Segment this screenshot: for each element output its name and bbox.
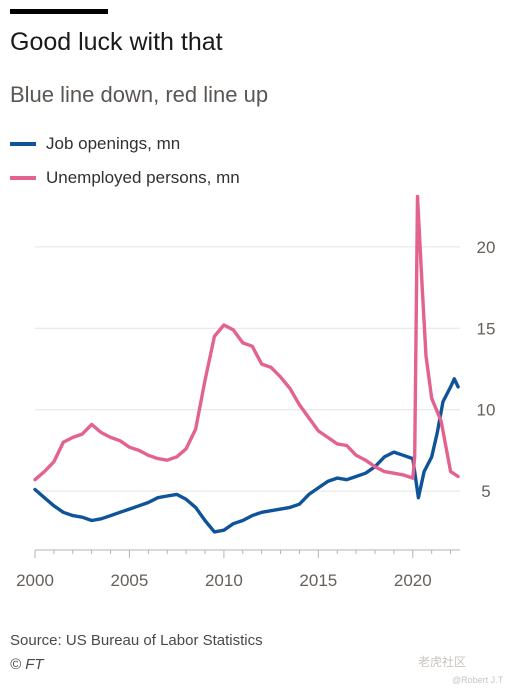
legend-label-job-openings: Job openings, mn <box>46 134 181 153</box>
legend-swatch-job-openings <box>10 142 36 146</box>
legend-item-unemployed: Unemployed persons, mn <box>10 168 240 188</box>
x-tick-label-2005: 2005 <box>111 571 149 590</box>
legend-item-job-openings: Job openings, mn <box>10 134 180 154</box>
chart-title: Good luck with that <box>10 28 223 56</box>
legend-swatch-unemployed <box>10 176 36 180</box>
x-tick-label-2000: 2000 <box>16 571 54 590</box>
axis-layer <box>34 549 460 558</box>
x-tick-label-2015: 2015 <box>299 571 337 590</box>
tick-label-layer: 5 10 15 20 2000 2005 2010 2015 2020 <box>16 238 495 590</box>
top-rule <box>10 9 108 14</box>
series-layer <box>33 194 460 534</box>
grid-layer <box>35 246 460 492</box>
line-chart: 5 10 15 20 2000 2005 2010 2015 2020 <box>16 194 495 590</box>
watermark-sub: @Robert J.T <box>452 675 504 685</box>
x-tick-label-2010: 2010 <box>205 571 243 590</box>
chart-subtitle: Blue line down, red line up <box>10 82 269 107</box>
series-line-job-openings <box>33 377 460 534</box>
series-line-unemployed <box>33 194 460 482</box>
y-tick-label-20: 20 <box>477 238 496 257</box>
watermark: 老虎社区 <box>418 655 467 669</box>
y-tick-label-5: 5 <box>481 482 490 501</box>
credit-note: © FT <box>10 656 44 673</box>
x-tick-label-2020: 2020 <box>394 571 432 590</box>
y-tick-label-15: 15 <box>477 319 496 338</box>
source-note: Source: US Bureau of Labor Statistics <box>10 632 263 649</box>
y-tick-label-10: 10 <box>477 401 496 420</box>
legend-label-unemployed: Unemployed persons, mn <box>46 168 240 187</box>
